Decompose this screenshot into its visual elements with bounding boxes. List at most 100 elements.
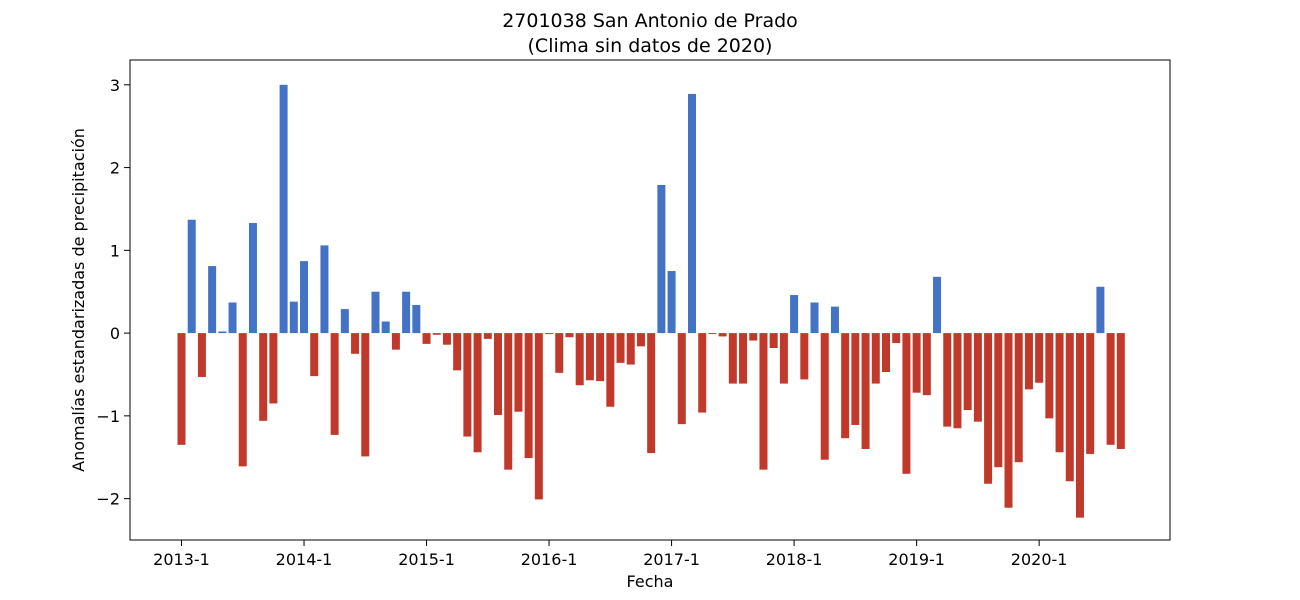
bar [351,333,360,354]
bar [779,333,788,384]
x-tick-label: 2019-1 [888,550,945,569]
bar [187,219,196,334]
x-axis-ticks: 2013-1 2014-1 2015-1 2016-1 2017-1 2018-1 2019… [153,540,1067,569]
bar [667,271,676,334]
bar [310,333,319,377]
bar [688,93,696,334]
x-tick-label: 2018-1 [766,550,823,569]
bar [504,333,513,470]
bar [912,333,921,393]
bar [718,333,727,337]
bar [555,333,564,373]
bar [851,333,860,425]
bar [677,333,686,425]
y-tick-label: 2 [110,159,120,178]
x-tick-label: 2016-1 [521,550,578,569]
bar [841,333,850,439]
bar [197,333,206,377]
y-tick-label: −1 [96,407,120,426]
bar [698,333,707,413]
x-axis-label: Fecha [627,572,674,591]
bar [208,266,217,334]
bar [585,333,594,381]
bar [943,333,952,427]
bar [830,306,839,334]
bar [626,333,635,365]
chart-title-line-2: (Clima sin datos de 2020) [528,35,773,57]
bar [494,333,503,416]
bar [759,333,768,470]
bar [1075,333,1084,518]
bar [565,333,574,338]
bar [289,301,298,334]
y-axis-ticks: −2 −1 0 1 2 3 [96,76,130,509]
bar [973,333,982,422]
bar [953,333,962,429]
bar [769,333,778,348]
bar [371,291,380,334]
bar [1086,333,1095,454]
bar [320,245,329,334]
x-tick-label: 2013-1 [153,550,210,569]
x-tick-label: 2017-1 [643,550,700,569]
bar [606,333,615,407]
bar [269,333,278,404]
bar [463,333,472,437]
bar [810,302,819,334]
x-tick-label: 2015-1 [398,550,455,569]
bar [453,333,462,371]
bar [657,184,666,334]
bar [790,295,799,334]
bar [391,333,400,350]
bar [402,291,411,334]
bar [596,333,605,382]
bar [984,333,993,484]
bar [892,333,901,344]
bar [994,333,1003,468]
bar [1024,333,1033,390]
bar [647,333,656,454]
bar [871,333,880,384]
bar [749,333,758,341]
bar [248,223,257,334]
bar [534,333,543,500]
bar [340,309,349,334]
y-tick-label: 0 [110,324,120,343]
bar [800,333,809,380]
bars-group [177,84,1125,518]
bar [963,333,972,411]
bar [1014,333,1023,463]
bar [636,333,645,347]
bar [616,333,625,363]
bar [1116,333,1125,449]
bar [820,333,829,460]
x-tick-label: 2020-1 [1011,550,1068,569]
bar [483,333,492,339]
y-tick-label: 3 [110,76,120,95]
bar [330,333,339,435]
bar [922,333,931,396]
bar [1004,333,1013,508]
bar [218,331,227,334]
bar [422,333,431,344]
bar [708,333,717,335]
bar [902,333,911,474]
y-axis-label: Anomalías estandarizadas de precipitació… [69,128,88,472]
bar [381,321,390,334]
chart-title-line-1: 2701038 San Antonio de Prado [502,10,798,32]
bar [177,333,186,445]
bar [1045,333,1054,419]
plot-frame [129,59,1171,541]
bar [1035,333,1044,383]
bar [361,333,370,457]
y-tick-label: 1 [110,241,120,260]
bar [238,333,247,467]
bar [1096,286,1105,334]
bar [1055,333,1064,453]
bar [514,333,523,412]
bar [861,333,870,449]
bar [739,333,748,384]
bar [728,333,737,384]
bar [432,333,441,335]
